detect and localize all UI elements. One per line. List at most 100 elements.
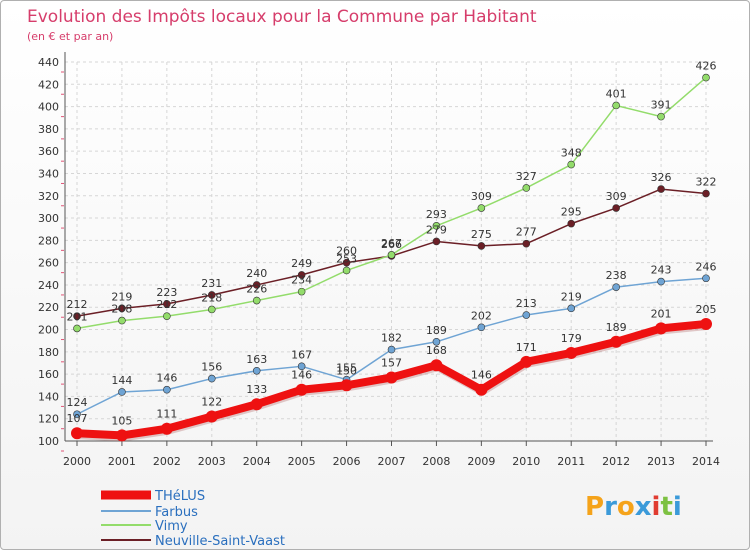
- data-label: 168: [426, 344, 447, 357]
- chart-title: Evolution des Impôts locaux pour la Comm…: [27, 7, 537, 27]
- x-tick-label: 2012: [602, 455, 630, 468]
- data-label: 238: [606, 269, 627, 282]
- data-label: 309: [606, 190, 627, 203]
- data-point: [207, 305, 216, 314]
- data-point: [477, 204, 486, 212]
- data-label: 260: [336, 245, 357, 258]
- x-tick-label: 2014: [692, 455, 720, 468]
- y-tick-label: 400: [38, 101, 59, 114]
- data-label: 156: [201, 361, 222, 374]
- data-point: [71, 427, 83, 440]
- data-point: [160, 422, 173, 435]
- data-point: [432, 222, 441, 230]
- data-point: [702, 189, 710, 198]
- data-point: [387, 345, 396, 354]
- data-label: 267: [381, 237, 402, 250]
- data-label: 146: [156, 372, 177, 385]
- data-point: [385, 371, 398, 384]
- x-tick-label: 2010: [512, 455, 540, 468]
- data-labels: 212 219 223 231 240 249 260 266 279 275 277 295 309 3…: [67, 60, 717, 428]
- data-point: [432, 237, 441, 246]
- data-point: [520, 355, 533, 368]
- data-label: 219: [561, 290, 582, 303]
- data-point: [567, 219, 576, 228]
- data-label: 189: [606, 321, 627, 334]
- x-tick-label: 2006: [333, 455, 361, 468]
- data-point: [475, 383, 488, 396]
- data-label: 212: [156, 298, 177, 311]
- data-point: [522, 239, 531, 248]
- data-point: [430, 359, 443, 372]
- data-label: 226: [246, 283, 267, 296]
- data-label: 243: [651, 264, 672, 277]
- data-label: 295: [561, 206, 582, 219]
- data-point: [432, 337, 441, 346]
- data-point: [73, 410, 81, 419]
- data-label: 219: [111, 290, 132, 303]
- data-label: 201: [67, 310, 88, 323]
- y-tick-label: 240: [38, 279, 59, 292]
- data-point: [297, 271, 306, 279]
- data-label: 167: [291, 348, 312, 361]
- data-point: [565, 346, 578, 359]
- data-label: 234: [291, 274, 312, 287]
- data-label: 326: [651, 171, 672, 184]
- data-label: 144: [111, 374, 132, 387]
- x-tick-label: 2004: [243, 455, 271, 468]
- data-label: 155: [336, 362, 357, 375]
- data-label: 105: [111, 414, 132, 427]
- x-tick-label: 2005: [288, 455, 316, 468]
- y-tick-label: 160: [38, 368, 59, 381]
- data-point: [387, 251, 396, 259]
- data-label: 124: [67, 396, 88, 409]
- x-tick-label: 2002: [153, 455, 181, 468]
- data-label: 213: [516, 297, 537, 310]
- x-tick-label: 2008: [422, 455, 450, 468]
- x-tick-label: 2009: [467, 455, 495, 468]
- x-tick-label: 2003: [198, 455, 226, 468]
- y-tick-label: 220: [38, 301, 59, 314]
- series-group: [71, 73, 712, 442]
- data-point: [252, 296, 261, 305]
- data-point: [118, 304, 126, 313]
- y-tick-label: 260: [38, 257, 59, 270]
- data-label: 171: [516, 341, 537, 354]
- y-tick-label: 360: [38, 145, 59, 158]
- data-point: [340, 379, 353, 392]
- data-label: 189: [426, 324, 447, 337]
- data-point: [297, 362, 306, 371]
- y-tick-label: 280: [38, 234, 59, 247]
- data-point: [700, 317, 712, 330]
- data-label: 202: [471, 309, 492, 322]
- data-point: [702, 73, 710, 82]
- legend-label: THéLUS: [154, 489, 205, 504]
- data-point: [342, 266, 351, 275]
- data-label: 212: [67, 298, 88, 311]
- data-point: [522, 311, 531, 319]
- y-tick-label: 380: [38, 123, 59, 136]
- axes: 100 120 140 160 180 200 220 240 260 280 300 320 340 3…: [38, 52, 720, 468]
- data-label: 309: [471, 190, 492, 203]
- x-tick-label: 2000: [63, 455, 91, 468]
- data-point: [295, 383, 308, 396]
- data-point: [612, 204, 620, 212]
- x-tick-label: 2013: [647, 455, 675, 468]
- data-point: [163, 300, 171, 308]
- data-point: [567, 304, 576, 313]
- data-point: [73, 324, 81, 333]
- data-point: [252, 366, 261, 375]
- chart-subtitle: (en € et par an): [27, 30, 113, 43]
- data-label: 146: [471, 369, 492, 382]
- data-label: 279: [426, 223, 447, 236]
- data-label: 327: [516, 170, 537, 183]
- data-point: [655, 322, 668, 335]
- data-label: 348: [561, 147, 582, 160]
- svg-text:Proxiti: Proxiti: [585, 492, 682, 522]
- x-tick-label: 2011: [557, 455, 585, 468]
- data-point: [657, 112, 665, 121]
- data-point: [207, 374, 216, 383]
- data-point: [477, 242, 486, 250]
- data-label: 266: [381, 238, 402, 251]
